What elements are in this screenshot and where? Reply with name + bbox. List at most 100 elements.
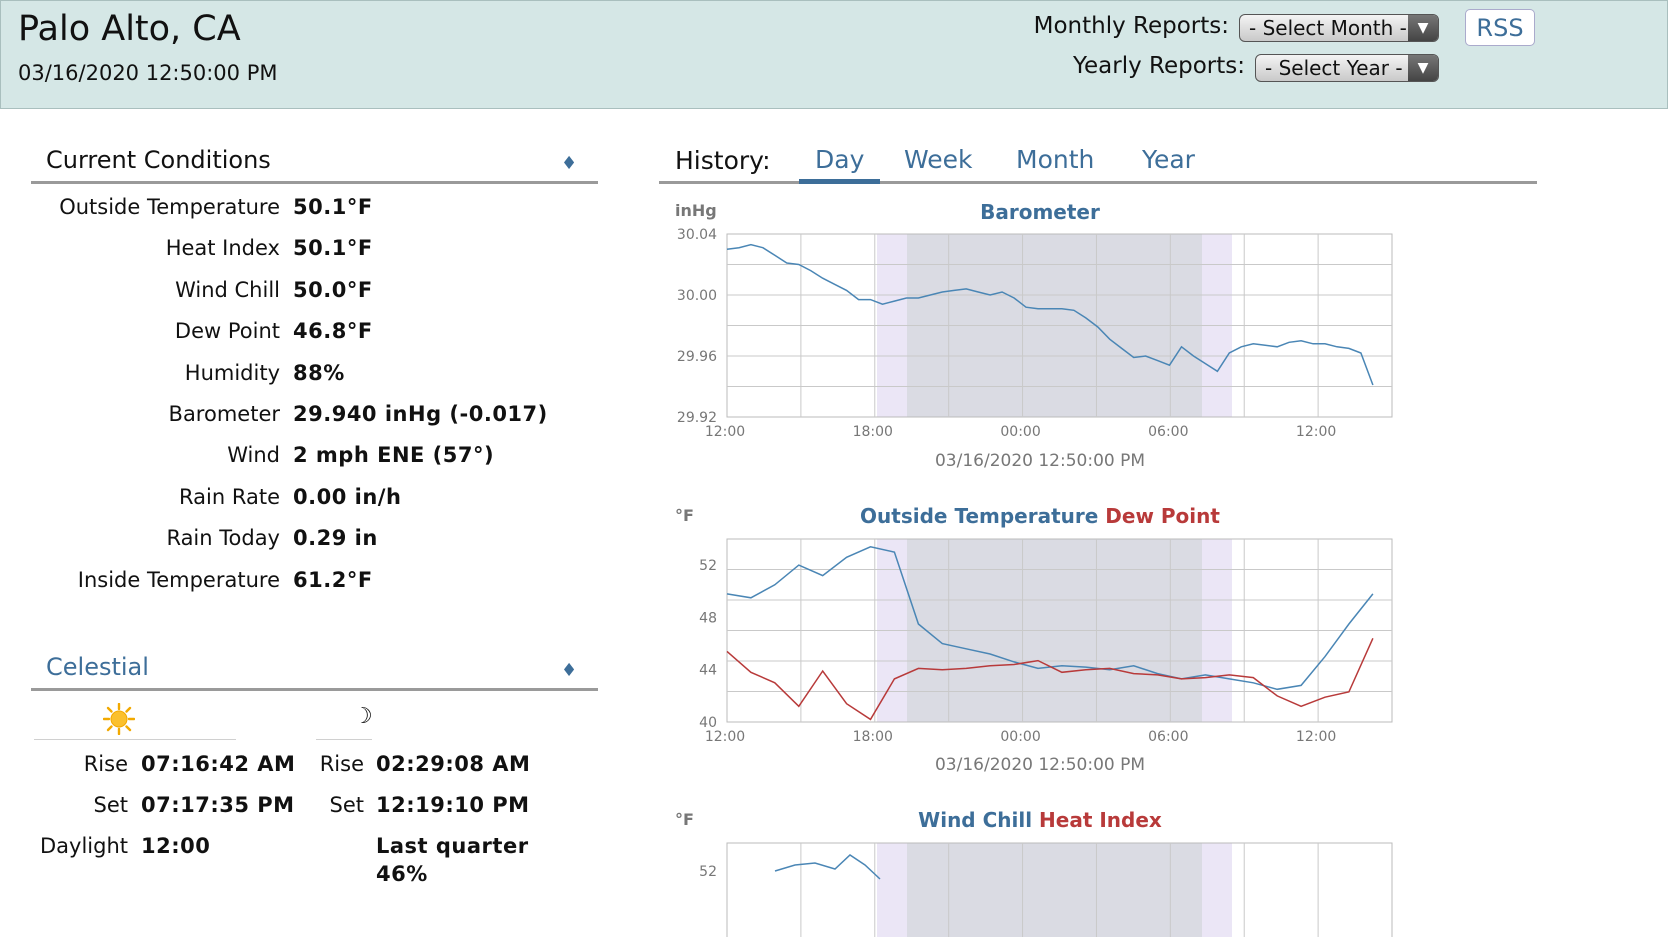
header-timestamp: 03/16/2020 12:50:00 PM [18, 61, 278, 85]
barometer-title: Barometer [980, 200, 1100, 224]
series-line [726, 637, 1374, 721]
sunset-label: Set [93, 793, 128, 817]
heat-index-legend: Heat Index [1039, 808, 1162, 832]
y-tick-label: 40 [699, 715, 717, 731]
temperature-title: Outside Temperature Dew Point [740, 504, 1340, 528]
celestial-title[interactable]: Celestial [46, 653, 149, 681]
y-tick-label: 48 [699, 610, 717, 626]
moon-fullness: 46% [376, 862, 428, 886]
moon-divider [316, 739, 372, 740]
chevron-down-icon: ▼ [1408, 55, 1438, 81]
condition-label: Humidity [184, 360, 280, 385]
moonset-label: Set [329, 793, 364, 817]
y-tick-label: 29.92 [677, 410, 717, 426]
condition-label: Rain Rate [179, 484, 280, 509]
moonrise-label: Rise [319, 752, 364, 776]
condition-value: 0.00 in/h [293, 484, 402, 509]
condition-value: 46.8°F [293, 319, 373, 344]
header-bar: Palo Alto, CA 03/16/2020 12:50:00 PM Mon… [0, 0, 1668, 109]
night-band [907, 843, 1202, 937]
dawn-band [1202, 843, 1232, 937]
sun-icon [102, 702, 136, 739]
collapse-diamond-icon[interactable]: ♦ [561, 153, 578, 174]
y-tick-label: 52 [699, 558, 717, 574]
x-tick-label: 18:00 [853, 424, 893, 440]
condition-value: 50.1°F [293, 195, 373, 219]
y-tick-label: 44 [699, 663, 717, 679]
temperature-date: 03/16/2020 12:50:00 PM [934, 755, 1146, 775]
tab-day[interactable]: Day [815, 145, 865, 174]
x-tick-label: 00:00 [1000, 424, 1040, 440]
history-label: History: [675, 146, 771, 175]
condition-label: Rain Today [166, 526, 280, 551]
windchill-unit: °F [675, 810, 694, 829]
yearly-report-select[interactable]: - Select Year - ▼ [1255, 54, 1439, 82]
condition-value: 50.0°F [293, 277, 373, 302]
section-divider [31, 688, 598, 691]
condition-value: 61.2°F [293, 567, 373, 592]
monthly-reports-label: Monthly Reports: [1033, 13, 1229, 39]
x-tick-label: 06:00 [1148, 424, 1188, 440]
condition-value: 88% [293, 360, 345, 385]
outside-temp-legend: Outside Temperature [860, 504, 1099, 528]
tab-week[interactable]: Week [904, 145, 973, 174]
x-tick-label: 06:00 [1148, 729, 1188, 745]
x-tick-label: 12:00 [705, 729, 745, 745]
collapse-diamond-icon[interactable]: ♦ [561, 660, 578, 681]
wind-chill-legend: Wind Chill [918, 808, 1033, 832]
chevron-down-icon: ▼ [1408, 15, 1438, 41]
x-tick-label: 00:00 [1000, 729, 1040, 745]
condition-label: Dew Point [174, 319, 280, 344]
tab-month[interactable]: Month [1016, 145, 1095, 174]
y-tick-label: 52 [699, 864, 717, 880]
condition-label: Inside Temperature [77, 567, 280, 592]
dusk-band [877, 843, 907, 937]
y-tick-label: 30.04 [677, 227, 717, 243]
y-tick-label: 29.96 [677, 349, 717, 365]
condition-value: 2 mph ENE (57°) [293, 443, 495, 468]
moon-phase: Last quarter [376, 834, 529, 858]
station-name: Palo Alto, CA [18, 9, 241, 49]
series-line [726, 243, 1374, 386]
active-tab-indicator [799, 179, 880, 184]
windchill-title: Wind Chill Heat Index [740, 808, 1340, 832]
yearly-select-value: - Select Year - [1265, 56, 1403, 80]
x-tick-label: 12:00 [1296, 424, 1336, 440]
moonrise-value: 02:29:08 AM [376, 752, 531, 776]
monthly-report-select[interactable]: - Select Month - ▼ [1239, 14, 1439, 42]
barometer-date: 03/16/2020 12:50:00 PM [934, 451, 1146, 471]
temperature-unit: °F [675, 506, 694, 525]
condition-value: 50.1°F [293, 236, 373, 261]
moon-icon: ☽ [353, 704, 373, 729]
daylight-label: Daylight [39, 834, 128, 858]
yearly-reports-label: Yearly Reports: [1073, 53, 1245, 79]
x-tick-label: 12:00 [1296, 729, 1336, 745]
rss-button[interactable]: RSS [1465, 9, 1535, 46]
x-tick-label: 18:00 [853, 729, 893, 745]
x-tick-label: 12:00 [705, 424, 745, 440]
plot-frame [726, 842, 1393, 937]
sunrise-value: 07:16:42 AM [141, 752, 296, 776]
sunset-value: 07:17:35 PM [141, 793, 295, 817]
dew-point-legend: Dew Point [1105, 504, 1220, 528]
condition-value: 0.29 in [293, 526, 378, 551]
moonset-value: 12:19:10 PM [376, 793, 530, 817]
daylight-value: 12:00 [141, 834, 211, 858]
condition-label: Outside Temperature [59, 195, 280, 219]
monthly-select-value: - Select Month - [1249, 16, 1407, 40]
condition-label: Wind Chill [175, 277, 280, 302]
sun-divider [34, 739, 236, 740]
y-tick-label: 30.00 [677, 288, 717, 304]
barometer-unit: inHg [675, 201, 717, 220]
section-divider [31, 181, 598, 184]
condition-label: Barometer [168, 402, 280, 426]
condition-label: Wind [227, 443, 280, 468]
condition-value: 29.940 inHg (-0.017) [293, 402, 548, 426]
sunrise-label: Rise [83, 752, 128, 776]
windchill-chart: 52 [699, 842, 1393, 937]
condition-label: Heat Index [165, 236, 280, 261]
history-divider [659, 181, 1537, 184]
tab-year[interactable]: Year [1142, 145, 1195, 174]
